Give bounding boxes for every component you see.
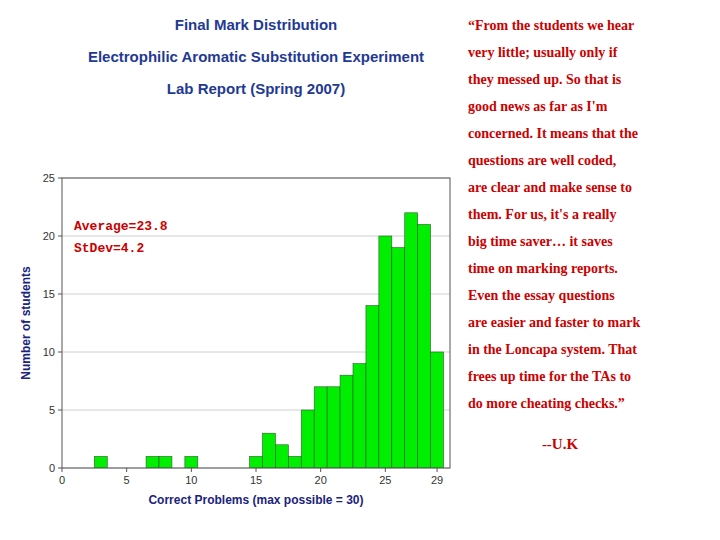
y-tick xyxy=(58,236,62,237)
x-axis-label: Correct Problems (max possible = 30) xyxy=(148,493,363,507)
bars xyxy=(94,213,443,468)
x-tick-label: 15 xyxy=(250,474,262,486)
x-tick-label: 0 xyxy=(59,474,65,486)
quote-line: questions are well coded, xyxy=(468,153,616,168)
bar xyxy=(288,456,301,468)
quote-line: good news as far as I'm xyxy=(468,99,608,114)
bar xyxy=(392,248,405,468)
x-tick xyxy=(191,468,192,472)
quote-line: them. For us, it's a really xyxy=(468,207,616,222)
quote-line: they messed up. So that is xyxy=(468,72,622,87)
bar xyxy=(275,445,288,468)
x-tick xyxy=(320,468,321,472)
quote-line: “From the students we hear xyxy=(468,18,634,33)
y-tick-label: 25 xyxy=(43,172,55,184)
quote: “From the students we hear very little; u… xyxy=(468,18,640,411)
quote-line: are clear and make sense to xyxy=(468,180,632,195)
bar xyxy=(301,410,314,468)
y-axis-label: Number of students xyxy=(19,266,33,380)
x-tick xyxy=(126,468,127,472)
quote-line: are easier and faster to mark xyxy=(468,315,640,330)
bar xyxy=(327,387,340,468)
y-tick xyxy=(58,178,62,179)
bar xyxy=(185,456,198,468)
bar xyxy=(405,213,418,468)
x-axis: 0 5 10 15 20 25 29 xyxy=(59,468,443,486)
annotation: Average=23.8 xyxy=(74,219,168,234)
x-tick-label: 25 xyxy=(379,474,391,486)
chart: Final Mark Distribution Electrophilic Aro… xyxy=(0,0,720,540)
quote-line: in the Loncapa system. That xyxy=(468,342,637,357)
y-tick xyxy=(58,352,62,353)
bar xyxy=(314,387,327,468)
bar xyxy=(366,306,379,468)
quote-line: frees up time for the TAs to xyxy=(468,369,631,384)
x-tick xyxy=(256,468,257,472)
bar xyxy=(146,456,159,468)
bar xyxy=(431,352,444,468)
subtitle: Lab Report (Spring 2007) xyxy=(167,80,345,97)
y-tick xyxy=(58,294,62,295)
plot-frame xyxy=(62,178,450,468)
bar xyxy=(340,375,353,468)
annotation: StDev=4.2 xyxy=(74,241,144,256)
y-tick xyxy=(58,468,62,469)
x-tick-label: 20 xyxy=(315,474,327,486)
quote-line: very little; usually only if xyxy=(468,45,618,60)
quote-line: big time saver… it saves xyxy=(468,234,613,249)
x-tick-label: 5 xyxy=(124,474,130,486)
quote-line: concerned. It means that the xyxy=(468,126,638,141)
y-axis: 0 5 10 15 20 25 xyxy=(43,172,62,474)
bar xyxy=(159,456,172,468)
title: Final Mark Distribution xyxy=(175,16,338,33)
quote-line: time on marking reports. xyxy=(468,261,618,276)
bar xyxy=(418,224,431,468)
y-tick xyxy=(58,410,62,411)
x-tick-label: 29 xyxy=(431,474,443,486)
grid xyxy=(62,178,450,468)
bar xyxy=(379,236,392,468)
quote-line: Even the essay questions xyxy=(468,288,615,303)
y-tick-label: 0 xyxy=(49,462,55,474)
attribution: --U.K xyxy=(542,436,579,452)
y-tick-label: 5 xyxy=(49,404,55,416)
bar xyxy=(250,456,263,468)
x-tick-label: 10 xyxy=(185,474,197,486)
y-tick-label: 15 xyxy=(43,288,55,300)
y-tick-label: 20 xyxy=(43,230,55,242)
subtitle: Electrophilic Aromatic Substitution Expe… xyxy=(88,48,424,65)
bar xyxy=(262,433,275,468)
y-tick-label: 10 xyxy=(43,346,55,358)
quote-line: do more cheating checks.” xyxy=(468,396,625,411)
x-tick xyxy=(385,468,386,472)
bar xyxy=(94,456,107,468)
bar xyxy=(353,364,366,468)
x-tick xyxy=(62,468,63,472)
x-tick xyxy=(437,468,438,472)
